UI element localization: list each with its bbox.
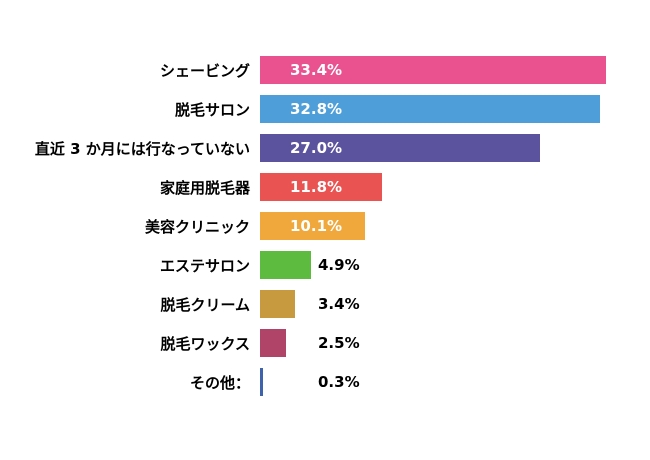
bar-track: 27.0% (260, 134, 650, 162)
value-label: 33.4% (290, 61, 343, 79)
value-label: 27.0% (290, 139, 343, 157)
bar (260, 56, 606, 84)
bar (260, 251, 311, 279)
bar-track: 11.8% (260, 173, 650, 201)
bar (260, 329, 286, 357)
bar-row: その他： 0.3% (0, 368, 650, 396)
bar-track: 0.3% (260, 368, 650, 396)
bar-track: 32.8% (260, 95, 650, 123)
bar-row: 直近 3 か月には行なっていない 27.0% (0, 134, 650, 162)
category-label: エステサロン (159, 256, 250, 275)
bar-row: 脱毛クリーム 3.4% (0, 290, 650, 318)
bar (260, 134, 540, 162)
value-label: 32.8% (290, 100, 343, 118)
bar-row: エステサロン 4.9% (0, 251, 650, 279)
bar (260, 173, 383, 201)
bar-row: 美容クリニック 10.1% (0, 212, 650, 240)
value-label: 10.1% (290, 217, 343, 235)
bar (260, 290, 296, 318)
category-label: 直近 3 か月には行なっていない (34, 139, 250, 158)
chart-area: シェービング 33.4% 脱毛サロン 32.8% 直近 3 か月には行なっていな… (0, 56, 650, 396)
category-label: 家庭用脱毛器 (159, 178, 250, 197)
value-label: 11.8% (290, 178, 343, 196)
bar-row: 家庭用脱毛器 11.8% (0, 173, 650, 201)
bar-track: 33.4% (260, 56, 650, 84)
bar (260, 95, 600, 123)
value-label: 4.9% (318, 256, 360, 274)
bar-row: 脱毛サロン 32.8% (0, 95, 650, 123)
category-label: 脱毛クリーム (160, 295, 250, 314)
value-label: 0.3% (318, 373, 360, 391)
bar-track: 4.9% (260, 251, 650, 279)
bar (260, 212, 365, 240)
bar-track: 2.5% (260, 329, 650, 357)
bar-row: シェービング 33.4% (0, 56, 650, 84)
bar-track: 10.1% (260, 212, 650, 240)
category-label: その他： (189, 373, 250, 392)
bar-track: 3.4% (260, 290, 650, 318)
category-label: 脱毛ワックス (160, 334, 250, 353)
bar (260, 368, 264, 396)
value-label: 3.4% (318, 295, 360, 313)
category-label: 美容クリニック (144, 217, 250, 236)
category-label: 脱毛サロン (174, 100, 250, 119)
value-label: 2.5% (318, 334, 360, 352)
bar-row: 脱毛ワックス 2.5% (0, 329, 650, 357)
category-label: シェービング (159, 61, 250, 80)
